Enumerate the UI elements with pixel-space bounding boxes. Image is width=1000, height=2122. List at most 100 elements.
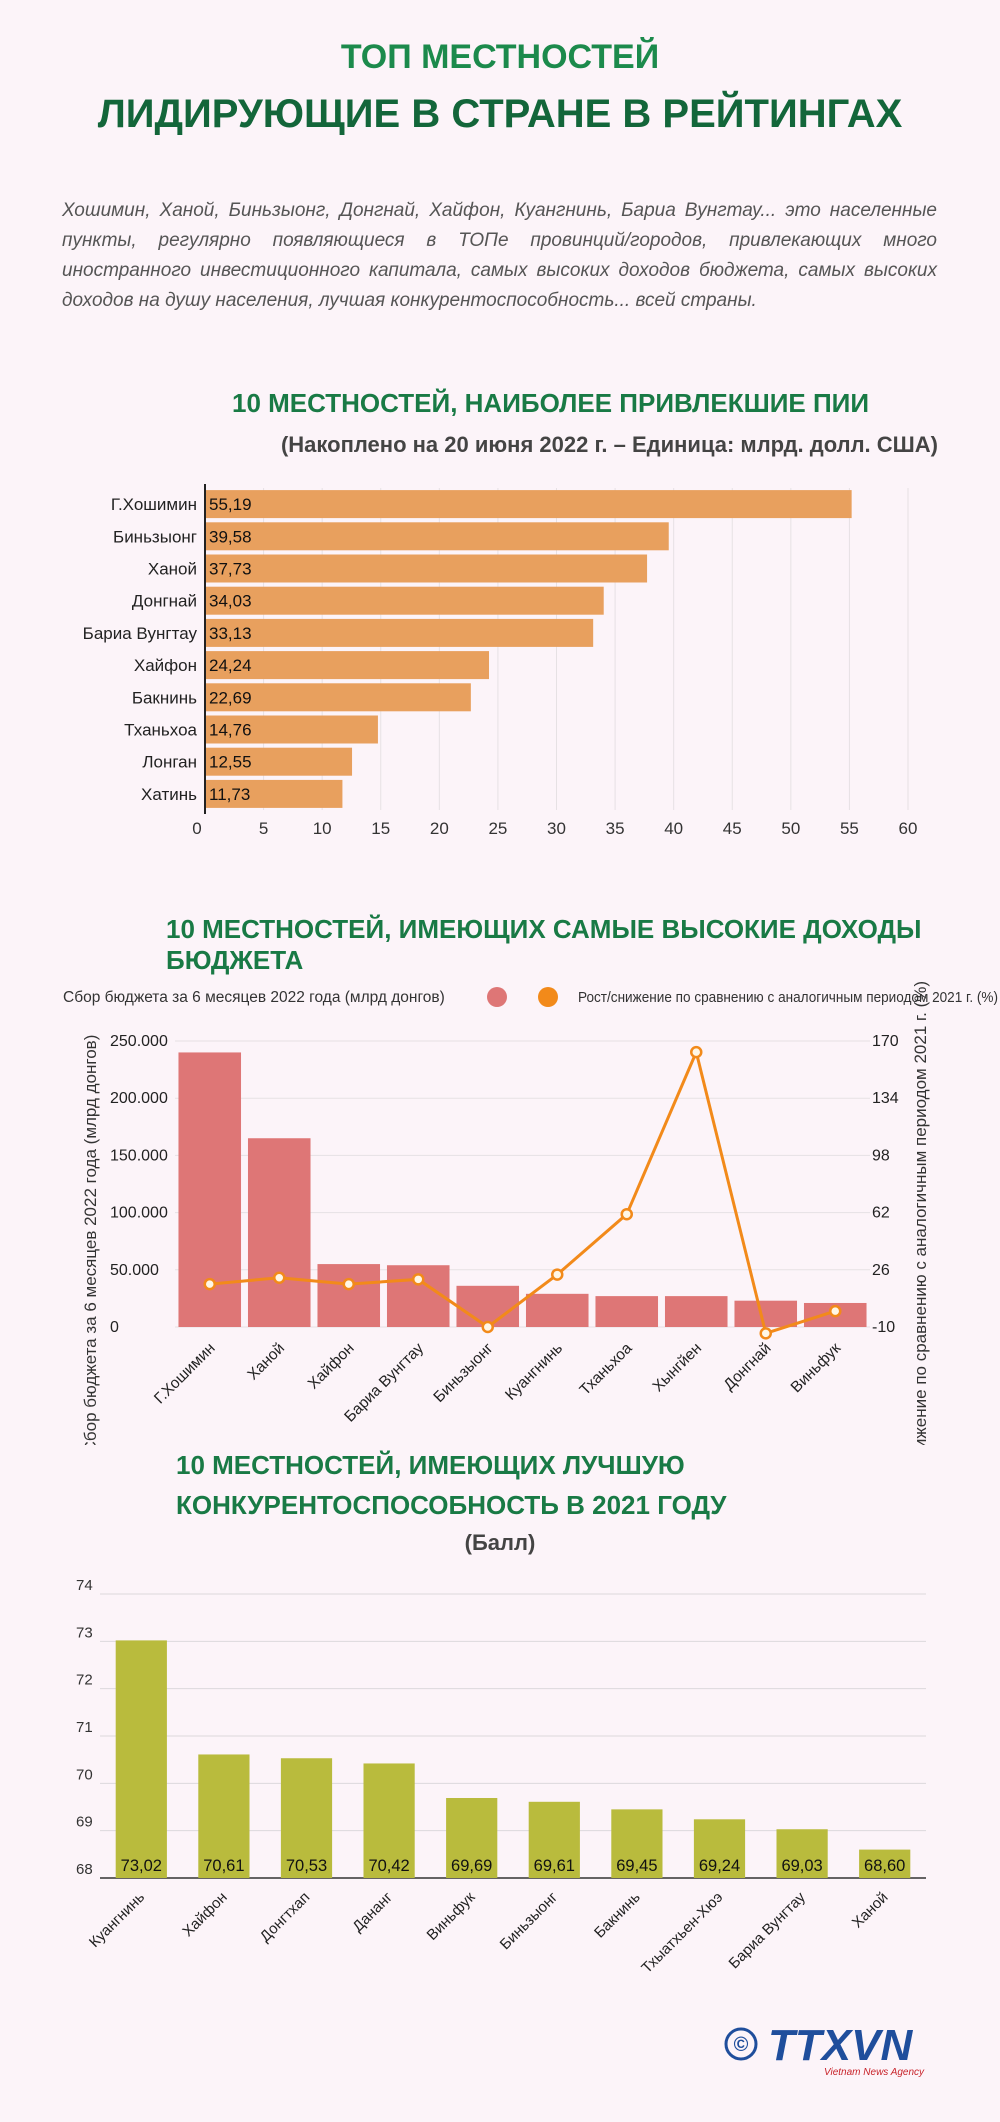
x-category-label: Хынгйен xyxy=(650,1340,706,1396)
y-tick-label: 71 xyxy=(76,1719,93,1736)
x-tick-label: 5 xyxy=(259,819,268,838)
x-tick-label: 60 xyxy=(899,819,918,838)
growth-point xyxy=(620,1207,633,1221)
x-category-label: Виньфук xyxy=(424,1888,479,1943)
x-category-label: Бакнинь xyxy=(591,1889,644,1942)
logo-text: TTXVN xyxy=(768,2021,913,2070)
y-right-axis-title: Рост/снижение по сравнению с аналогичным… xyxy=(911,981,930,1445)
x-category-label: Тханьхоа xyxy=(577,1340,636,1399)
competitiveness-bar xyxy=(859,1849,911,1878)
fdi-bar xyxy=(205,683,471,712)
growth-point xyxy=(481,1320,494,1334)
budget-bar xyxy=(525,1293,589,1327)
x-category-label: Куангнинь xyxy=(86,1889,148,1951)
growth-line xyxy=(209,1047,836,1336)
growth-point xyxy=(551,1268,564,1281)
y-tick-label: 70 xyxy=(76,1766,93,1783)
growth-point xyxy=(342,1277,355,1291)
competitiveness-bar xyxy=(115,1640,167,1878)
y-tick-label: 72 xyxy=(76,1672,93,1689)
growth-point xyxy=(690,1045,703,1059)
y-tick-label: 0 xyxy=(110,1319,119,1336)
growth-point xyxy=(203,1277,216,1291)
budget-bar xyxy=(247,1138,311,1327)
fdi-category-label: Ханой xyxy=(148,560,197,579)
x-tick-label: 10 xyxy=(313,819,332,838)
competitiveness-bar xyxy=(611,1809,663,1878)
competitiveness-value-label: 68,60 xyxy=(864,1857,905,1875)
fdi-value-label: 24,24 xyxy=(209,656,252,675)
y-tick-label: 200.000 xyxy=(110,1090,168,1107)
competitiveness-chart-title-line1: 10 МЕСТНОСТЕЙ, ИМЕЮЩИХ ЛУЧШУЮ xyxy=(176,1450,685,1480)
fdi-chart-subtitle: (Накоплено на 20 июня 2022 г. – Единица:… xyxy=(280,432,938,457)
fdi-category-label: Донгнай xyxy=(132,592,197,611)
x-tick-label: 30 xyxy=(547,819,566,838)
fdi-value-label: 55,19 xyxy=(209,495,252,514)
y-tick-label: 74 xyxy=(76,1577,93,1594)
budget-bar xyxy=(317,1264,381,1327)
fdi-value-label: 14,76 xyxy=(209,721,252,740)
competitiveness-value-label: 69,61 xyxy=(534,1857,575,1875)
logo-subtext: Vietnam News Agency xyxy=(824,2067,925,2078)
budget-bar xyxy=(456,1285,520,1327)
x-tick-label: 40 xyxy=(664,819,683,838)
fdi-bar xyxy=(205,779,343,808)
competitiveness-value-label: 69,69 xyxy=(451,1857,492,1875)
fdi-category-label: Г.Хошимин xyxy=(111,495,197,514)
fdi-value-label: 34,03 xyxy=(209,592,252,611)
growth-point xyxy=(412,1273,425,1286)
y-right-tick-label: 62 xyxy=(872,1205,890,1222)
fdi-value-label: 11,73 xyxy=(209,785,250,804)
budget-bar xyxy=(595,1296,659,1327)
x-tick-label: 25 xyxy=(488,819,507,838)
fdi-bar xyxy=(205,490,852,519)
fdi-category-label: Биньзыонг xyxy=(113,527,197,546)
competitiveness-value-label: 69,24 xyxy=(699,1857,740,1875)
x-category-label: Ханой xyxy=(244,1340,288,1384)
x-category-label: Донгнай xyxy=(721,1340,775,1394)
fdi-category-label: Бакнинь xyxy=(132,688,197,707)
legend-bar-swatch xyxy=(487,987,507,1007)
budget-bar xyxy=(664,1296,728,1327)
y-tick-label: 73 xyxy=(76,1624,93,1641)
y-tick-label: 150.000 xyxy=(110,1147,168,1164)
x-category-label: Биньзыонг xyxy=(430,1340,496,1406)
competitiveness-value-label: 70,53 xyxy=(286,1857,327,1875)
legend-line-label: Рост/снижение по сравнению с аналогичным… xyxy=(578,989,998,1006)
competitiveness-value-label: 69,45 xyxy=(616,1857,657,1875)
x-tick-label: 20 xyxy=(430,819,449,838)
y-tick-label: 68 xyxy=(76,1861,93,1878)
fdi-category-label: Хатинь xyxy=(141,785,197,804)
fdi-category-label: Тханьхоа xyxy=(124,721,197,740)
fdi-bar xyxy=(205,586,604,615)
x-tick-label: 0 xyxy=(192,819,201,838)
fdi-category-label: Лонган xyxy=(142,753,197,772)
x-tick-label: 50 xyxy=(781,819,800,838)
fdi-bar xyxy=(205,651,490,680)
fdi-chart-title: 10 МЕСТНОСТЕЙ, НАИБОЛЕЕ ПРИВЛЕКШИЕ ПИИ xyxy=(232,388,870,418)
x-category-label: Виньфук xyxy=(788,1340,845,1397)
y-right-tick-label: 26 xyxy=(872,1262,890,1279)
growth-point xyxy=(829,1304,842,1318)
budget-combo-chart: Сбор бюджета за 6 месяцев 2022 года (млр… xyxy=(63,981,998,1445)
x-category-label: Ханой xyxy=(849,1889,892,1932)
page-title-line1: ТОП МЕСТНОСТЕЙ xyxy=(340,38,660,76)
y-tick-label: 100.000 xyxy=(110,1205,168,1222)
y-axis-title: Сбор бюджета за 6 месяцев 2022 года (млр… xyxy=(81,1035,100,1445)
fdi-value-label: 39,58 xyxy=(209,527,252,546)
fdi-category-label: Хайфон xyxy=(134,656,197,675)
x-category-label: Тхыатхьен-Хюэ xyxy=(638,1889,726,1977)
y-right-tick-label: -10 xyxy=(872,1319,895,1336)
y-tick-label: 250.000 xyxy=(110,1033,168,1050)
fdi-bar xyxy=(205,618,594,647)
fdi-bar xyxy=(205,715,378,744)
competitiveness-chart-title-line2: КОНКУРЕНТОСПОСОБНОСТЬ В 2021 ГОДУ xyxy=(176,1490,727,1520)
budget-chart-title: 10 МЕСТНОСТЕЙ, ИМЕЮЩИХ САМЫЕ ВЫСОКИЕ ДОХ… xyxy=(166,914,922,975)
competitiveness-bar xyxy=(363,1763,415,1878)
legend-line-swatch xyxy=(538,987,558,1007)
fdi-value-label: 37,73 xyxy=(209,560,252,579)
competitiveness-bar xyxy=(198,1754,250,1878)
y-right-tick-label: 170 xyxy=(872,1033,899,1050)
x-category-label: Дананг xyxy=(349,1888,396,1935)
growth-point xyxy=(759,1327,772,1340)
